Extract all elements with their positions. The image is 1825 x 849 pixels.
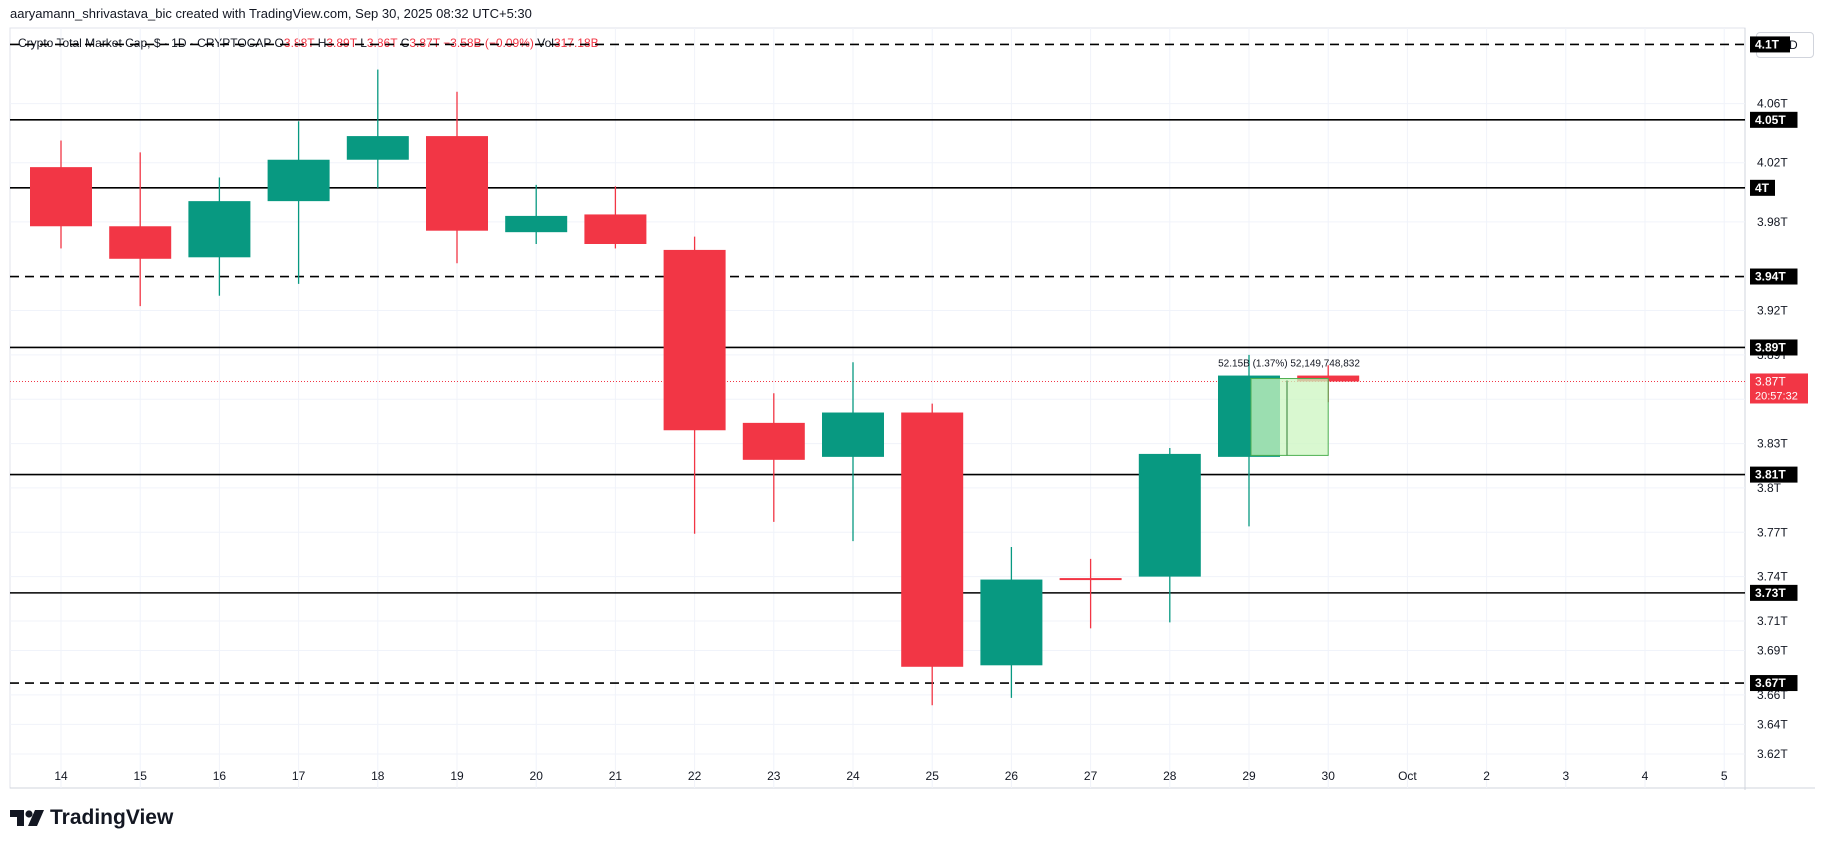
y-tick-label: 4.06T [1757,97,1788,111]
tradingview-logo[interactable]: TradingView [10,806,173,830]
level-tag-label: 3.89T [1755,340,1786,354]
x-tick-label: 22 [688,769,702,783]
x-tick-label: 29 [1242,769,1256,783]
level-tag-label: 3.81T [1755,468,1786,482]
y-tick-label: 4.02T [1757,156,1788,170]
y-tick-label: 3.8T [1757,481,1782,495]
volume-value: 317.18B [553,36,599,50]
x-tick-label: 5 [1721,769,1728,783]
x-tick-label: 30 [1322,769,1336,783]
tradingview-logo-icon [10,810,44,826]
candle-body [742,422,805,460]
measurement-box [1250,378,1329,456]
candle-body [346,136,409,160]
volume-label: Vol [537,36,554,50]
candle-body [267,159,330,202]
y-tick-label: 3.64T [1757,717,1788,731]
level-tag [1750,111,1798,128]
level-tag-label: 4.1T [1755,37,1780,51]
x-tick-label: 16 [213,769,227,783]
close-label: C [400,36,410,50]
y-tick-label: 3.92T [1757,304,1788,318]
candle-body [1138,453,1201,577]
y-tick-label: 3.98T [1757,215,1788,229]
candle-body [30,167,92,227]
measurement-label: 52.15B (1.37%) 52,149,748,832 [1218,359,1360,370]
change-value: −3.58B (−0.09%) [443,36,534,50]
x-tick-label: 28 [1163,769,1177,783]
y-tick-label: 3.83T [1757,437,1788,451]
level-tag [1750,466,1798,483]
candle-body [584,214,647,244]
chart-credit: aaryamann_shrivastava_bic created with T… [10,6,532,21]
level-tag [1750,584,1798,601]
candle-body [109,226,172,259]
y-tick-label: 3.71T [1757,614,1788,628]
x-tick-label: 26 [1005,769,1019,783]
candle-body [1059,578,1122,581]
x-tick-label: 27 [1084,769,1098,783]
x-tick-label: 21 [609,769,623,783]
symbol-legend: Crypto Total Market Cap, $ · 1D · CRYPTO… [18,36,599,50]
level-tag-label: 4.05T [1755,113,1786,127]
x-tick-label: 24 [846,769,860,783]
x-tick-label: 18 [371,769,385,783]
level-tag-label: 3.73T [1755,586,1786,600]
level-tag [1750,268,1798,285]
x-tick-label: 20 [530,769,544,783]
y-tick-label: 3.62T [1757,747,1788,761]
low-label: L [360,36,367,50]
x-tick-label: 17 [292,769,306,783]
candle-body [505,215,568,233]
symbol-name[interactable]: Crypto Total Market Cap, $ · 1D · CRYPTO… [18,36,272,50]
y-tick-label: 3.74T [1757,570,1788,584]
x-tick-label: 15 [134,769,148,783]
candle-body [980,579,1043,666]
level-tag [1750,36,1790,53]
x-tick-label: Oct [1398,769,1417,783]
open-label: O [274,36,284,50]
x-tick-label: 3 [1562,769,1569,783]
x-tick-label: 23 [767,769,781,783]
candle-body [822,412,884,457]
open-value: 3.88T [283,36,315,50]
candle-body [426,136,488,231]
high-label: H [317,36,327,50]
current-price-label: 3.87T [1755,374,1786,388]
y-tick-label: 3.77T [1757,525,1788,539]
level-tag [1750,675,1798,692]
level-tag-label: 3.67T [1755,676,1786,690]
level-tag [1750,179,1775,196]
level-tag-label: 4T [1755,181,1770,195]
x-tick-label: 25 [926,769,940,783]
level-tag-label: 3.94T [1755,270,1786,284]
candle-body [901,412,964,667]
high-value: 3.89T [326,36,357,50]
x-tick-label: 14 [54,769,68,783]
y-tick-label: 3.69T [1757,644,1788,658]
level-tag [1750,339,1798,356]
y-tick-label: 3.66T [1757,688,1788,702]
x-tick-label: 19 [450,769,464,783]
candle-body [663,249,726,431]
x-tick-label: 2 [1483,769,1490,783]
x-tick-label: 4 [1642,769,1649,783]
plot-frame [9,27,1746,789]
tradingview-brand: TradingView [50,806,174,829]
countdown-label: 20:57:32 [1755,390,1798,402]
close-value: 3.87T [409,36,440,50]
low-value: 3.86T [366,36,398,50]
candle-body [188,201,251,258]
current-price-tag [1750,373,1808,404]
